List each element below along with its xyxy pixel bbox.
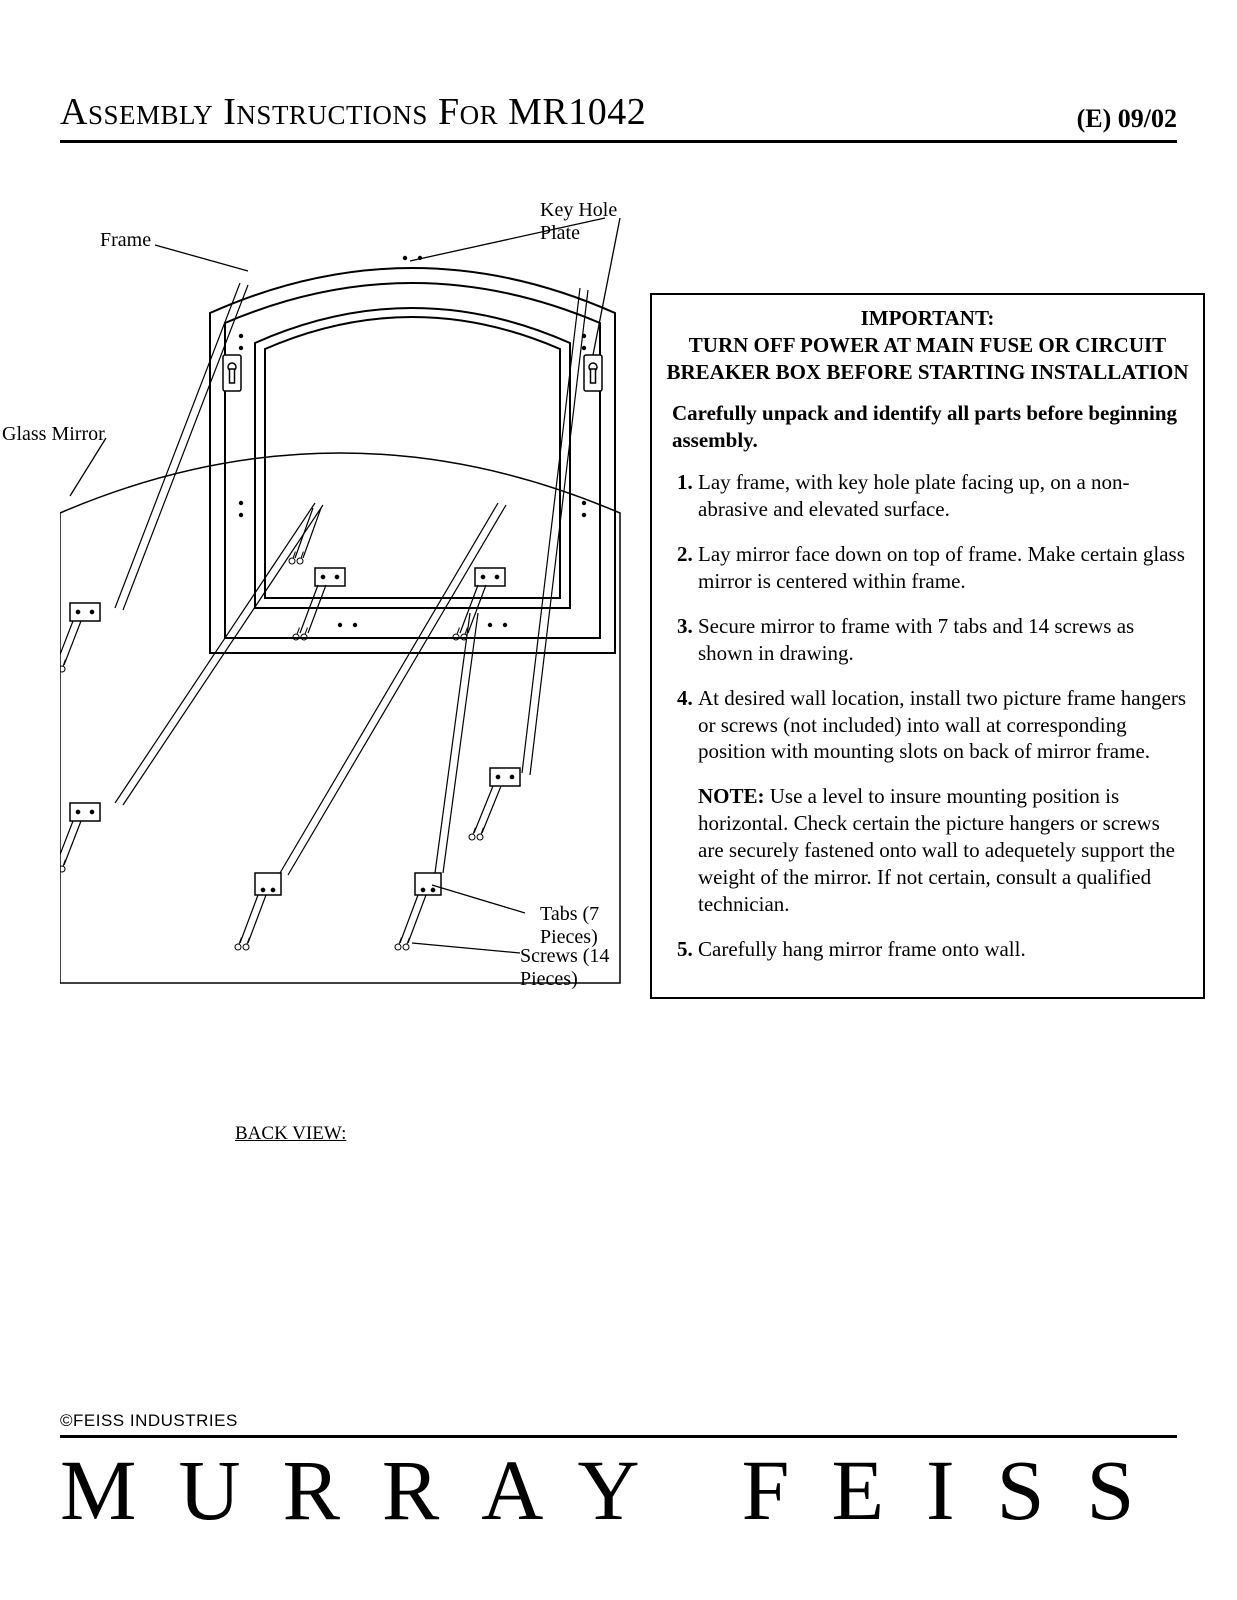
- step-5: Carefully hang mirror frame onto wall.: [698, 936, 1189, 963]
- step-3: Secure mirror to frame with 7 tabs and 1…: [698, 613, 1189, 667]
- back-view-label: BACK VIEW:: [235, 1123, 346, 1145]
- header: Assembly Instructions For MR1042 (E) 09/…: [60, 90, 1177, 143]
- callout-frame: Frame: [100, 229, 151, 252]
- callout-tabs: Tabs (7 Pieces): [540, 903, 660, 949]
- important-text: TURN OFF POWER AT MAIN FUSE OR CIRCUIT B…: [666, 333, 1188, 384]
- note-label: NOTE:: [698, 784, 765, 808]
- steps-list: Lay frame, with key hole plate facing up…: [672, 469, 1189, 765]
- callout-screws: Screws (14 Pieces): [520, 945, 660, 991]
- note-text: Use a level to insure mounting position …: [698, 784, 1175, 916]
- note-block: NOTE: Use a level to insure mounting pos…: [698, 783, 1189, 917]
- assembly-diagram: Frame Key Hole Plate Glass Mirror Tabs (…: [60, 213, 660, 1213]
- body: Frame Key Hole Plate Glass Mirror Tabs (…: [60, 213, 1177, 1273]
- revision-code: (E) 09/02: [1077, 104, 1177, 134]
- callout-glass: Glass Mirror: [2, 423, 105, 446]
- steps-list-2: Carefully hang mirror frame onto wall.: [672, 936, 1189, 963]
- instructions-box: IMPORTANT: TURN OFF POWER AT MAIN FUSE O…: [650, 293, 1205, 999]
- brand: MURRAY FEISS: [60, 1440, 1177, 1540]
- unpack-note: Carefully unpack and identify all parts …: [672, 400, 1189, 454]
- step-2: Lay mirror face down on top of frame. Ma…: [698, 541, 1189, 595]
- page-title: Assembly Instructions For MR1042: [60, 90, 646, 134]
- step-1: Lay frame, with key hole plate facing up…: [698, 469, 1189, 523]
- callout-keyhole: Key Hole Plate: [540, 199, 660, 245]
- page: Assembly Instructions For MR1042 (E) 09/…: [0, 0, 1237, 1600]
- copyright: ©FEISS INDUSTRIES: [60, 1411, 1177, 1438]
- brand-word-2: FEISS: [742, 1442, 1177, 1538]
- brand-word-1: MURRAY: [60, 1442, 682, 1538]
- step-4: At desired wall location, install two pi…: [698, 685, 1189, 766]
- footer: ©FEISS INDUSTRIES MURRAY FEISS: [60, 1411, 1177, 1540]
- important-label: IMPORTANT:: [861, 306, 995, 330]
- important-heading: IMPORTANT: TURN OFF POWER AT MAIN FUSE O…: [666, 305, 1189, 386]
